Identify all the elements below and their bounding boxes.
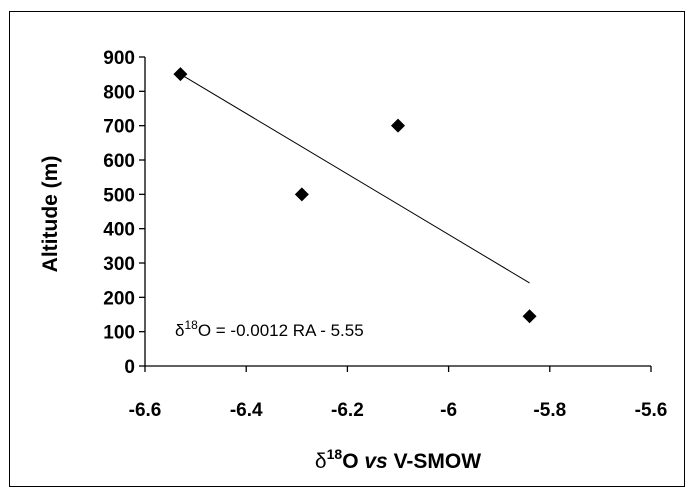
xlabel-delta: δ: [315, 450, 327, 473]
data-point: [391, 118, 405, 133]
y-tick-label: 100: [103, 323, 135, 344]
x-tick-label: -6.4: [230, 400, 263, 421]
x-axis-label: δ18O vs V-SMOW: [315, 446, 481, 473]
xlabel-rest: V-SMOW: [388, 450, 482, 473]
y-tick-label: 900: [103, 48, 135, 69]
y-tick-label: 0: [124, 357, 135, 378]
eq-sup: 18: [184, 318, 198, 332]
y-tick-label: 500: [103, 185, 135, 206]
eq-rest: O = -0.0012 RA - 5.55: [198, 321, 364, 340]
y-tick-label: 400: [103, 220, 135, 241]
y-axis-ticks: 0 100 200 300 400 500 600 700 800 900: [103, 48, 145, 378]
x-axis-ticks: -6.6 -6.4 -6.2 -6 -5.8 -5.6: [129, 366, 668, 421]
data-point: [294, 187, 309, 202]
xlabel-vs: vs: [364, 450, 387, 473]
x-tick-label: -5.6: [635, 400, 668, 421]
x-tick-label: -5.8: [533, 400, 566, 421]
data-points: [173, 67, 537, 324]
data-point: [522, 309, 537, 324]
y-tick-label: 600: [103, 151, 135, 172]
trendline: [180, 73, 530, 284]
data-point: [173, 67, 188, 82]
eq-delta: δ: [175, 321, 184, 340]
x-tick-label: -6.6: [129, 400, 162, 421]
xlabel-o: O: [342, 450, 364, 473]
y-tick-label: 800: [103, 82, 135, 103]
y-tick-label: 700: [103, 117, 135, 138]
y-axis-label: Altitude (m): [39, 156, 62, 273]
x-tick-label: -6: [440, 400, 457, 421]
xlabel-sup: 18: [327, 446, 343, 462]
chart-frame: [9, 11, 685, 487]
x-tick-label: -6.2: [331, 400, 364, 421]
regression-equation: δ18O = -0.0012 RA - 5.55: [175, 318, 364, 340]
y-tick-label: 300: [103, 254, 135, 275]
y-tick-label: 200: [103, 288, 135, 309]
